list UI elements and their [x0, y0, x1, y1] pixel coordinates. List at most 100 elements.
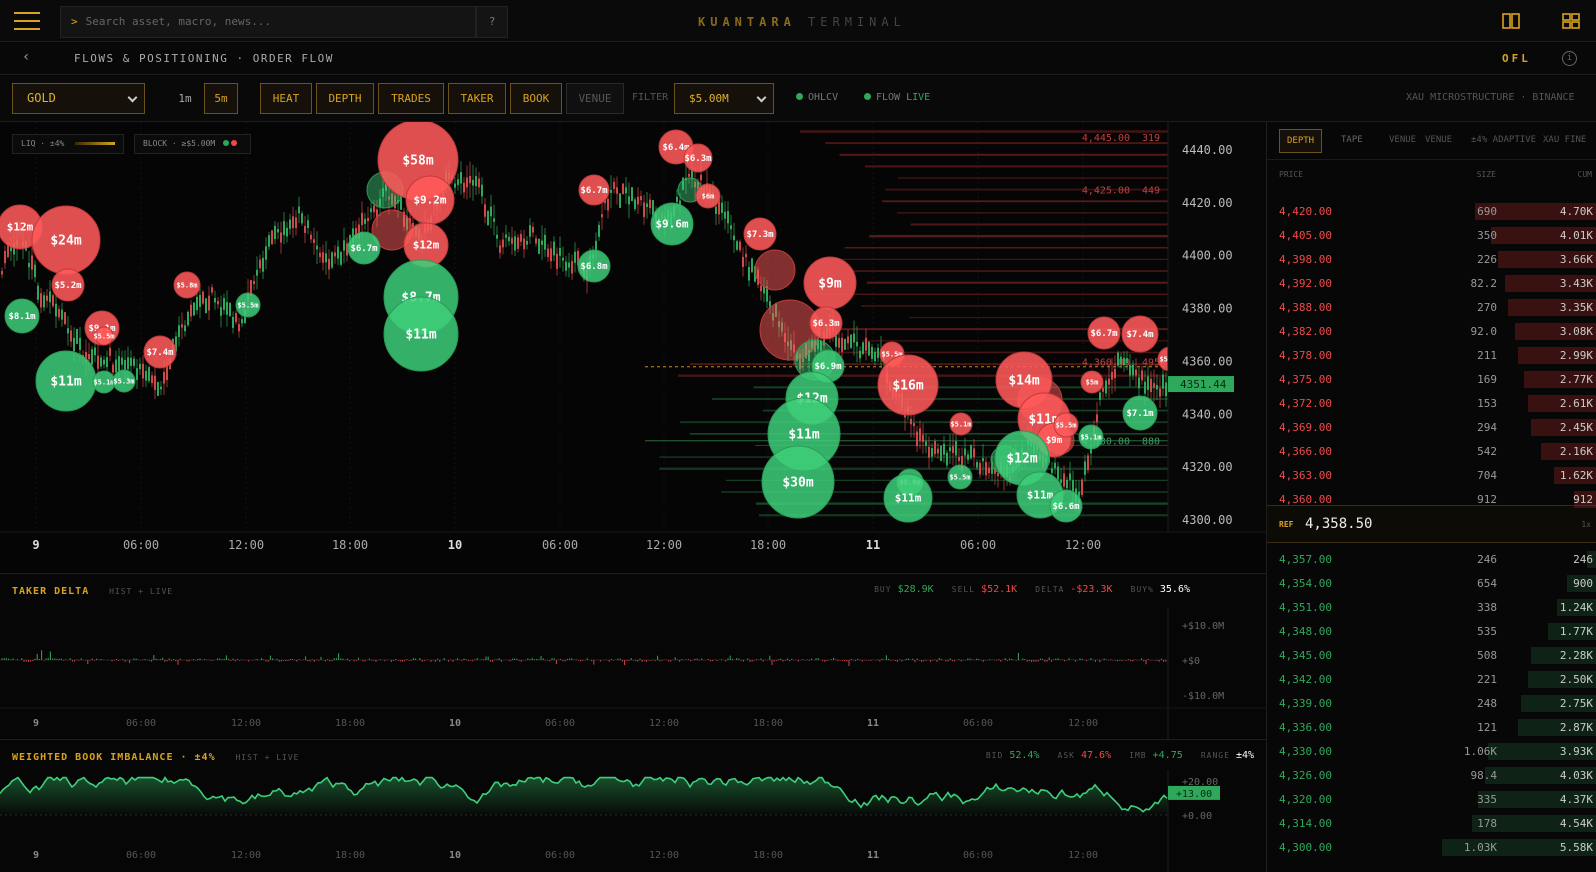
asset-select[interactable]: GOLD	[12, 83, 145, 114]
trade-bubble[interactable]	[947, 464, 973, 490]
trade-bubble[interactable]	[173, 271, 201, 299]
trade-bubble[interactable]	[949, 412, 973, 436]
trade-bubble[interactable]	[577, 249, 611, 283]
back-icon[interactable]: ‹	[22, 49, 31, 65]
candle-body	[202, 291, 204, 304]
bid-row[interactable]: 4,326.00 98.4 4.03K	[1267, 764, 1596, 788]
candle-body	[1165, 382, 1167, 397]
trade-bubble[interactable]	[809, 306, 843, 340]
ask-row[interactable]: 4,366.00 542 2.16K	[1267, 440, 1596, 464]
tab-venue[interactable]: VENUE	[1389, 135, 1417, 145]
mode-depth[interactable]: DEPTH	[316, 83, 374, 114]
trade-bubble[interactable]	[112, 369, 136, 393]
trade-bubble[interactable]	[1122, 395, 1158, 431]
trade-bubble[interactable]	[1053, 412, 1079, 438]
ask-row[interactable]: 4,398.00 226 3.66K	[1267, 248, 1596, 272]
help-button[interactable]: ?	[476, 6, 508, 38]
trade-bubble[interactable]	[1049, 489, 1083, 523]
interval-5m[interactable]: 5m	[204, 83, 238, 114]
tab-depth[interactable]: DEPTH	[1279, 129, 1323, 153]
split-layout-icon[interactable]	[1502, 13, 1520, 29]
search-input[interactable]: > Search asset, macro, news...	[60, 6, 476, 38]
imbalance-chart[interactable]: +20.00 +0.00 +13.00 9 06:00 12:00 18:00 10 06:00…	[0, 770, 1266, 872]
grid-layout-icon[interactable]	[1562, 13, 1580, 29]
trade-bubble[interactable]	[51, 268, 85, 302]
bid-row[interactable]: 4,339.00 248 2.75K	[1267, 692, 1596, 716]
bid-row[interactable]: 4,330.00 1.06K 3.93K	[1267, 740, 1596, 764]
flow-toggle[interactable]: FLOW LIVE	[864, 92, 930, 103]
trade-bubble[interactable]	[743, 217, 777, 251]
bid-row[interactable]: 4,320.00 335 4.37K	[1267, 788, 1596, 812]
bubble-label: $6.7m	[1090, 329, 1118, 339]
trade-bubble[interactable]	[650, 202, 694, 246]
bid-row[interactable]: 4,348.00 535 1.77K	[1267, 620, 1596, 644]
trade-bubble[interactable]	[1121, 315, 1159, 353]
bid-row[interactable]: 4,342.00 221 2.50K	[1267, 668, 1596, 692]
bid-row[interactable]: 4,345.00 508 2.28K	[1267, 644, 1596, 668]
filter-select[interactable]: $5.00M	[674, 83, 774, 114]
bid-row[interactable]: 4,354.00 654 900	[1267, 572, 1596, 596]
trade-bubble[interactable]	[4, 298, 40, 334]
bid-label: BID	[985, 751, 1004, 760]
trade-bubble[interactable]	[877, 354, 939, 416]
trade-bubble[interactable]	[1078, 424, 1104, 450]
candle-body	[67, 328, 69, 334]
venue-button[interactable]: VENUE	[566, 83, 624, 114]
ask-row[interactable]: 4,420.00 690 4.70K	[1267, 200, 1596, 224]
ask-row[interactable]: 4,392.00 82.2 3.43K	[1267, 272, 1596, 296]
size: 92.0	[1470, 325, 1498, 338]
bid-row[interactable]: 4,300.00 1.03K 5.58K	[1267, 836, 1596, 860]
ask-row[interactable]: 4,372.00 153 2.61K	[1267, 392, 1596, 416]
taker-delta-chart[interactable]: +$10.0M +$0 -$10.0M 9 06:00 12:00 18:00 10 06:00…	[0, 608, 1266, 739]
mode-book[interactable]: BOOK	[510, 83, 562, 114]
ask-row[interactable]: 4,360.00 912 912	[1267, 488, 1596, 512]
candle-body	[1087, 455, 1089, 471]
trade-bubble[interactable]	[383, 296, 459, 372]
bid-row[interactable]: 4,336.00 121 2.87K	[1267, 716, 1596, 740]
trade-bubble[interactable]	[578, 174, 610, 206]
trade-bubble[interactable]	[94, 326, 114, 346]
liq-level-size: 319	[1142, 133, 1160, 144]
trade-bubble[interactable]	[143, 335, 177, 369]
trade-bubble[interactable]	[1080, 370, 1104, 394]
ask-row[interactable]: 4,388.00 270 3.35K	[1267, 296, 1596, 320]
candle-body	[847, 336, 849, 344]
ask-row[interactable]: 4,375.00 169 2.77K	[1267, 368, 1596, 392]
cumulative: 2.77K	[1559, 373, 1593, 386]
tab-tape[interactable]: TAPE	[1341, 135, 1363, 145]
bid-row[interactable]: 4,357.00 246 246	[1267, 548, 1596, 572]
trade-bubble[interactable]	[695, 183, 721, 209]
trade-bubble[interactable]	[1087, 316, 1121, 350]
bubble-label: $9m	[1046, 436, 1063, 446]
cumulative: 1.77K	[1559, 625, 1593, 638]
mode-heat[interactable]: HEAT	[260, 83, 312, 114]
menu-icon[interactable]	[14, 12, 40, 32]
trade-bubble[interactable]	[683, 143, 713, 173]
order-flow-chart[interactable]: 9 06:00 12:00 18:00 10 06:00 12:00 18:00 11 06:00…	[0, 122, 1266, 572]
interval-1m[interactable]: 1m	[178, 92, 192, 105]
candle-body	[739, 241, 741, 251]
buy-label: BUY	[874, 585, 892, 594]
ask-row[interactable]: 4,378.00 211 2.99K	[1267, 344, 1596, 368]
trade-bubble[interactable]	[754, 249, 796, 291]
bid-row[interactable]: 4,314.00 178 4.54K	[1267, 812, 1596, 836]
ask-row[interactable]: 4,382.00 92.0 3.08K	[1267, 320, 1596, 344]
mode-trades[interactable]: TRADES	[378, 83, 444, 114]
fine-label[interactable]: XAU FINE	[1543, 135, 1587, 145]
price: 4,360.00	[1279, 493, 1332, 506]
ask-row[interactable]: 4,405.00 350 4.01K	[1267, 224, 1596, 248]
info-icon[interactable]: i	[1562, 51, 1577, 66]
ask-row[interactable]: 4,363.00 704 1.62K	[1267, 464, 1596, 488]
adaptive-label[interactable]: ±4% ADAPTIVE	[1471, 135, 1537, 145]
trade-bubble[interactable]	[761, 445, 835, 519]
price: 4,314.00	[1279, 817, 1332, 830]
bid-row[interactable]: 4,351.00 338 1.24K	[1267, 596, 1596, 620]
x-tick-label: 18:00	[753, 718, 783, 729]
trade-bubble[interactable]	[347, 231, 381, 265]
mode-taker[interactable]: TAKER	[448, 83, 506, 114]
trade-bubble[interactable]	[235, 292, 261, 318]
ask-row[interactable]: 4,369.00 294 2.45K	[1267, 416, 1596, 440]
trade-bubble[interactable]	[883, 473, 933, 523]
tab-venue-2[interactable]: VENUE	[1425, 135, 1453, 145]
ohlcv-toggle[interactable]: OHLCV	[796, 92, 838, 103]
